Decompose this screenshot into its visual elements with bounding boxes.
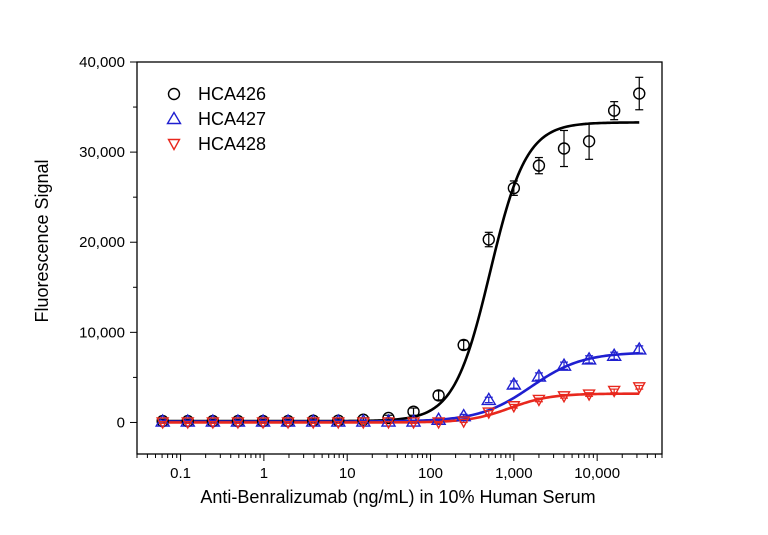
y-tick-label: 10,000 <box>79 324 125 341</box>
data-point-hca428 <box>181 417 195 430</box>
data-point-hca426 <box>432 389 445 402</box>
data-point-hca427 <box>405 413 422 427</box>
data-point-hca428 <box>231 417 245 430</box>
x-axis: 0.1 1 10 100 1,000 10,000 <box>136 454 663 482</box>
data-point-hca426 <box>557 142 571 155</box>
data-point-hca427 <box>180 413 196 427</box>
data-point-hca427 <box>430 411 447 425</box>
x-tick-label: 1 <box>260 465 268 482</box>
y-tick-label: 40,000 <box>79 54 125 71</box>
data-point-hca428 <box>206 417 220 430</box>
legend: HCA426 HCA427 HCA428 <box>166 84 266 154</box>
x-tick-label: 0.1 <box>170 465 191 482</box>
x-tick-label: 1,000 <box>495 465 533 482</box>
data-point-hca427 <box>280 413 296 427</box>
legend-label: HCA427 <box>198 109 266 129</box>
data-point-hca428 <box>155 417 170 430</box>
data-point-hca427 <box>455 408 472 422</box>
data-point-hca428 <box>356 417 370 430</box>
y-tick-label: 20,000 <box>79 234 125 251</box>
data-point-hca427 <box>230 413 246 427</box>
data-point-hca427 <box>154 413 171 427</box>
data-point-hca427 <box>531 368 547 382</box>
legend-marker-hca427 <box>166 111 182 125</box>
data-point-hca428 <box>557 391 571 404</box>
error-bars <box>158 76 644 424</box>
data-point-hca426 <box>507 181 521 195</box>
data-point-hca426 <box>532 159 546 172</box>
data-point-hca427 <box>330 413 346 427</box>
data-point-hca426 <box>607 104 621 117</box>
data-point-hca427 <box>481 392 497 406</box>
data-point-hca428 <box>607 385 621 398</box>
data-point-hca427 <box>631 341 647 355</box>
fit-curve-hca426 <box>162 121 640 423</box>
data-point-hca428 <box>532 394 546 407</box>
data-point-hca427 <box>556 357 572 371</box>
legend-marker-hca426 <box>167 87 181 101</box>
data-point-hca426 <box>633 87 646 100</box>
x-tick-label: 10,000 <box>574 465 620 482</box>
data-point-hca426 <box>482 233 495 246</box>
data-point-hca427 <box>606 347 622 361</box>
data-point-hca427 <box>581 351 597 365</box>
data-point-hca428 <box>582 389 596 402</box>
fit-curve-hca427 <box>162 351 640 423</box>
data-point-hca428 <box>507 401 521 414</box>
data-point-hca428 <box>331 417 345 430</box>
data-point-hca428 <box>482 407 496 420</box>
data-point-hca428 <box>431 417 446 430</box>
x-tick-label: 10 <box>339 465 356 482</box>
plot-border <box>136 61 663 455</box>
legend-marker-hca428 <box>167 138 181 151</box>
data-point-hca427 <box>255 413 271 427</box>
y-tick-label: 30,000 <box>79 144 125 161</box>
legend-label: HCA426 <box>198 84 266 104</box>
data-point-hca428 <box>381 417 396 430</box>
data-point-hca428 <box>632 382 646 395</box>
x-tick-label: 100 <box>418 465 443 482</box>
y-axis: 0 10,000 20,000 30,000 40,000 <box>79 54 137 431</box>
data-point-hca428 <box>456 416 471 429</box>
data-point-hca426 <box>582 135 596 148</box>
x-axis-title: Anti-Benralizumab (ng/mL) in 10% Human S… <box>200 487 595 507</box>
data-point-hca427 <box>305 413 321 427</box>
y-axis-title: Fluorescence Signal <box>32 159 52 322</box>
data-point-hca428 <box>406 417 421 430</box>
data-point-hca428 <box>306 417 320 430</box>
fit-curves <box>162 121 640 424</box>
data-point-hca428 <box>281 417 295 430</box>
data-point-hca426 <box>407 405 420 418</box>
legend-label: HCA428 <box>198 134 266 154</box>
data-point-hca427 <box>205 413 221 427</box>
data-markers <box>154 87 647 430</box>
data-point-hca427 <box>380 413 397 427</box>
data-point-hca426 <box>457 338 470 352</box>
y-tick-label: 0 <box>117 414 125 431</box>
data-point-hca427 <box>506 376 522 390</box>
data-point-hca428 <box>256 417 270 430</box>
data-point-hca427 <box>355 413 372 427</box>
plot-frame <box>136 61 663 455</box>
